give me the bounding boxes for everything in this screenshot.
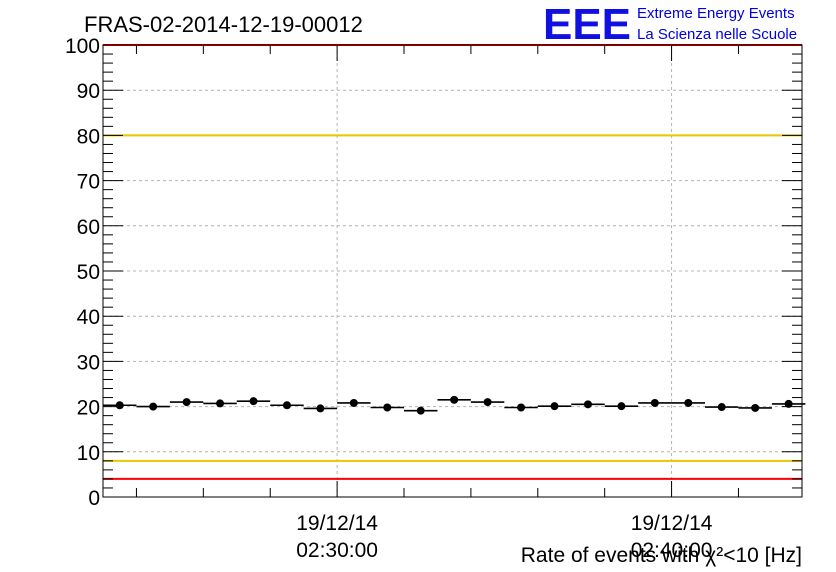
- x-tick-label-date: 19/12/14: [296, 512, 378, 535]
- data-point: [182, 398, 191, 407]
- data-point: [450, 395, 459, 404]
- y-tick-label: 40: [77, 306, 100, 329]
- data-point: [249, 397, 258, 406]
- y-tick-label: 90: [77, 80, 100, 103]
- y-tick-label: 20: [77, 397, 100, 420]
- eee-logo: EEE Extreme Energy Events La Scienza nel…: [543, 0, 797, 49]
- y-tick-label: 30: [77, 351, 100, 374]
- y-tick-label: 70: [77, 171, 100, 194]
- grid: [103, 45, 802, 497]
- data-point: [149, 402, 158, 411]
- x-tick-label-time: 02:40:00: [631, 539, 713, 562]
- y-tick-label: 50: [77, 261, 100, 284]
- y-axis-label: Rate of events with χ²<10 [Hz]: [521, 544, 802, 567]
- data-point: [751, 403, 760, 412]
- logo-line2: La Scienza nelle Scuole: [637, 26, 797, 43]
- data-point: [717, 403, 726, 412]
- data-point: [517, 403, 526, 412]
- y-tick-label: 80: [77, 125, 100, 148]
- data-point: [684, 398, 693, 407]
- data-point: [483, 398, 492, 407]
- data-point: [216, 399, 225, 408]
- logo-line1: Extreme Energy Events: [637, 5, 795, 22]
- y-tick-label: 0: [88, 487, 100, 510]
- data-point: [115, 401, 124, 410]
- chart-title: FRAS-02-2014-12-19-00012: [84, 12, 363, 37]
- data-point: [416, 406, 425, 415]
- x-axis: 19/12/14 02:30:00 19/12/14 02:40:00: [135, 45, 739, 562]
- data-point: [282, 401, 291, 410]
- data-point: [650, 398, 659, 407]
- y-tick-label: 60: [77, 216, 100, 239]
- logo-mark: EEE: [543, 0, 631, 49]
- data-point: [617, 402, 626, 411]
- y-tick-label: 100: [65, 35, 100, 58]
- data-point: [784, 399, 793, 408]
- data-points: [103, 395, 806, 415]
- x-tick-label-date: 19/12/14: [631, 512, 713, 535]
- data-point: [349, 398, 358, 407]
- data-point: [316, 404, 325, 413]
- y-axis: 0 10 20 30 40 50 60 70 80 90 100: [65, 35, 802, 510]
- reference-lines: [103, 44, 802, 480]
- data-point: [550, 402, 559, 411]
- data-point: [383, 403, 392, 412]
- x-tick-label-time: 02:30:00: [296, 539, 378, 562]
- y-tick-label: 10: [77, 442, 100, 465]
- data-point: [583, 400, 592, 409]
